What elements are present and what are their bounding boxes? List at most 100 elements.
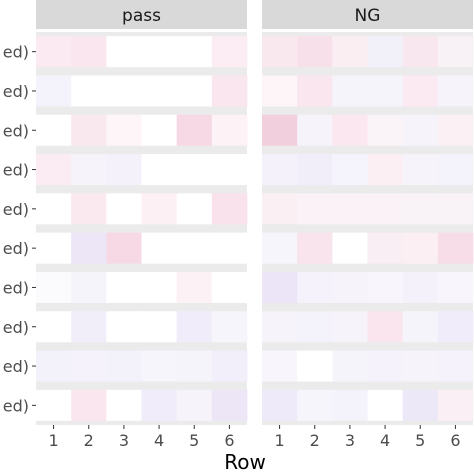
x-tick-label: 3 xyxy=(345,431,355,450)
heatmap-cell xyxy=(36,75,72,107)
heatmap-cell xyxy=(141,271,178,303)
heatmap-cell xyxy=(262,154,298,186)
heatmap-cell xyxy=(36,114,72,146)
heatmap-cell xyxy=(106,75,142,107)
y-tick-label: ed) xyxy=(3,121,29,140)
heatmap-cell xyxy=(297,114,333,146)
heatmap-cell xyxy=(367,271,404,303)
x-axis-title: Row xyxy=(224,450,266,474)
heatmap-cell xyxy=(106,193,142,225)
heatmap-cell xyxy=(332,271,368,303)
heatmap-cell xyxy=(402,271,439,303)
heatmap-cell xyxy=(141,193,178,225)
heatmap-cell xyxy=(437,154,474,186)
heatmap-cell xyxy=(437,350,474,382)
heatmap-cell xyxy=(437,75,474,107)
y-tick-label: ed) xyxy=(3,396,29,415)
heatmap-cell xyxy=(36,36,72,68)
x-tick-label: 2 xyxy=(84,431,94,450)
heatmap-cell xyxy=(332,154,368,186)
x-tick-label: 1 xyxy=(274,431,284,450)
heatmap-cell xyxy=(106,114,142,146)
heatmap-cell xyxy=(141,36,178,68)
heatmap-cell xyxy=(211,389,248,421)
facet-strip-label: pass xyxy=(122,6,161,26)
heatmap-cell xyxy=(176,154,213,186)
heatmap-cell xyxy=(262,193,298,225)
y-tick-label: ed) xyxy=(3,43,29,62)
heatmap-cell xyxy=(332,75,368,107)
heatmap-cell xyxy=(36,389,72,421)
heatmap-cell xyxy=(367,232,404,264)
heatmap-cell xyxy=(332,232,368,264)
y-axis: ed) ed) ed) ed) ed) ed) ed) ed) ed) ed) xyxy=(3,43,36,415)
heatmap-cell xyxy=(211,193,248,225)
x-tick-label: 5 xyxy=(415,431,425,450)
heatmap-cell xyxy=(106,154,142,186)
heatmap-cell xyxy=(71,311,107,343)
heatmap-cell xyxy=(71,350,107,382)
heatmap-cell xyxy=(141,154,178,186)
heatmap-cell xyxy=(141,311,178,343)
y-tick-label: ed) xyxy=(3,82,29,101)
heatmap-cell xyxy=(332,311,368,343)
heatmap-cell xyxy=(262,75,298,107)
facet-strip xyxy=(36,0,247,29)
heatmap-cell xyxy=(141,114,178,146)
x-tick-label: 1 xyxy=(48,431,58,450)
heatmap-cell xyxy=(367,389,404,421)
heatmap-cell xyxy=(71,75,107,107)
heatmap-cell xyxy=(402,154,439,186)
heatmap-cell xyxy=(176,311,213,343)
heatmap-cell xyxy=(262,311,298,343)
facet-panel-pass: pass xyxy=(36,0,248,425)
heatmap-cell xyxy=(176,271,213,303)
heatmap-cell xyxy=(402,350,439,382)
heatmap-cell xyxy=(106,36,142,68)
x-tick-label: 4 xyxy=(154,431,164,450)
heatmap-cell xyxy=(332,350,368,382)
heatmap-cell xyxy=(211,154,248,186)
heatmap-cell xyxy=(106,271,142,303)
heatmap-cell xyxy=(262,114,298,146)
y-tick-label: ed) xyxy=(3,318,29,337)
heatmap-cell xyxy=(262,271,298,303)
heatmap-cell xyxy=(211,311,248,343)
heatmap-cell xyxy=(211,350,248,382)
heatmap-cell xyxy=(211,114,248,146)
heatmap-cell xyxy=(262,36,298,68)
heatmap-cell xyxy=(297,154,333,186)
y-tick-label: ed) xyxy=(3,357,29,376)
heatmap-cell xyxy=(437,114,474,146)
heatmap-cell xyxy=(211,271,248,303)
heatmap-cell xyxy=(402,389,439,421)
y-tick-label: ed) xyxy=(3,239,29,258)
facet-strip xyxy=(262,0,473,29)
heatmap-cell xyxy=(106,232,142,264)
x-tick-label: 6 xyxy=(450,431,460,450)
x-tick-label: 2 xyxy=(310,431,320,450)
heatmap-cell xyxy=(176,232,213,264)
y-tick-label: ed) xyxy=(3,278,29,297)
heatmap-cell xyxy=(437,36,474,68)
heatmap-cell xyxy=(367,311,404,343)
heatmap-cell xyxy=(402,75,439,107)
heatmap-cell xyxy=(297,311,333,343)
heatmap-cell xyxy=(297,193,333,225)
heatmap-cell xyxy=(332,193,368,225)
heatmap-cell xyxy=(367,193,404,225)
heatmap-cell xyxy=(176,193,213,225)
heatmap-cell xyxy=(71,232,107,264)
heatmap-cell xyxy=(141,389,178,421)
heatmap-cell xyxy=(36,232,72,264)
heatmap-cell xyxy=(402,311,439,343)
heatmap-cell xyxy=(71,271,107,303)
heatmap-cell xyxy=(106,389,142,421)
heatmap-cell xyxy=(437,193,474,225)
heatmap-cell xyxy=(176,114,213,146)
heatmap-cell xyxy=(36,193,72,225)
x-tick-label: 4 xyxy=(380,431,390,450)
heatmap-cell xyxy=(176,389,213,421)
heatmap-cell xyxy=(36,154,72,186)
heatmap-cell xyxy=(71,154,107,186)
